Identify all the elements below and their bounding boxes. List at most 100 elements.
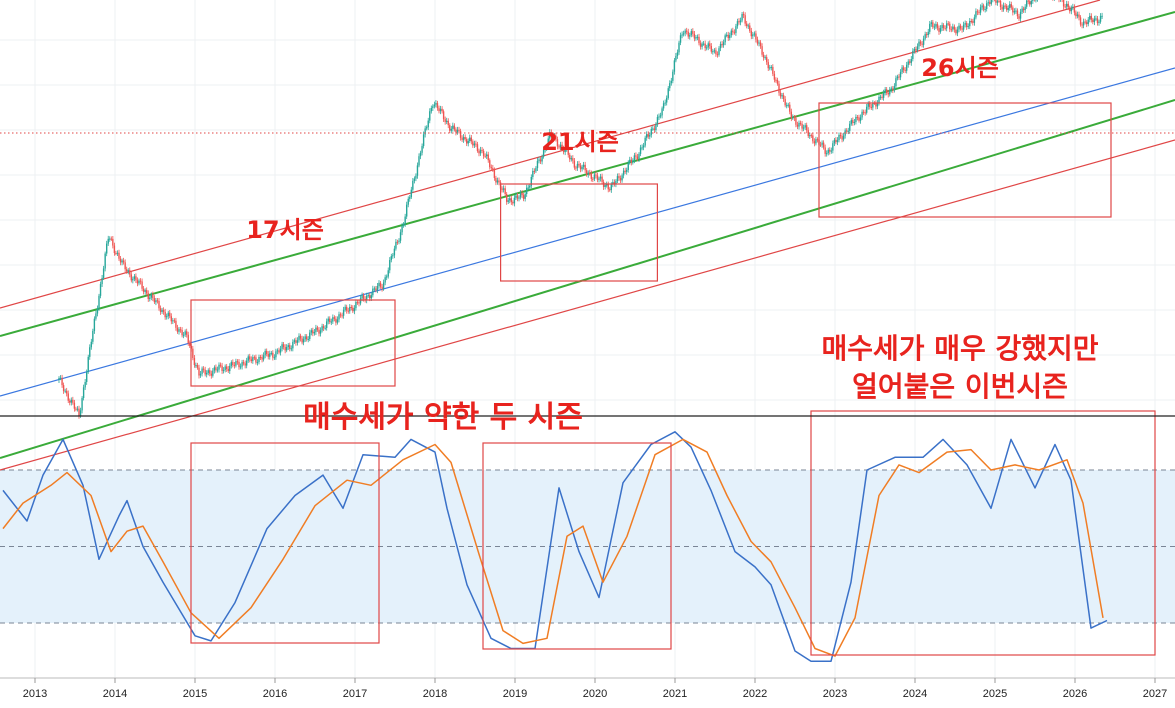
candle-body bbox=[324, 327, 326, 329]
candle-body bbox=[819, 144, 822, 146]
candle-body bbox=[673, 60, 676, 72]
candle-body bbox=[810, 135, 813, 137]
candle-body bbox=[285, 347, 288, 351]
candle-body bbox=[704, 43, 706, 49]
candle-body bbox=[936, 24, 939, 29]
candle-body bbox=[727, 34, 729, 39]
candle-body bbox=[304, 336, 306, 340]
candle-body bbox=[693, 33, 696, 39]
candle-body bbox=[221, 365, 223, 371]
stochastic-oscillator bbox=[2, 431, 1108, 663]
candle-body bbox=[535, 168, 537, 172]
x-tick-label: 2023 bbox=[823, 688, 847, 700]
candle-body bbox=[952, 26, 954, 30]
candle-body bbox=[153, 298, 156, 303]
candle-body bbox=[327, 318, 329, 322]
candle-body bbox=[185, 331, 188, 335]
candle-body bbox=[558, 146, 560, 148]
strong-season-label-1: 매수세가 매우 강했지만 bbox=[821, 332, 1098, 365]
candle-body bbox=[896, 76, 899, 79]
candle-body bbox=[69, 400, 71, 403]
candle-body bbox=[281, 344, 283, 349]
candle-body bbox=[232, 362, 234, 365]
candle-body bbox=[827, 149, 829, 154]
x-tick-label: 2014 bbox=[103, 688, 127, 700]
highlight-boxes bbox=[190, 102, 1156, 656]
candle-body bbox=[598, 178, 600, 180]
candle-body bbox=[313, 331, 316, 334]
candle-body bbox=[625, 169, 628, 172]
candle-body bbox=[156, 300, 159, 302]
candle-body bbox=[1090, 15, 1093, 20]
channel-inner-upper bbox=[0, 11, 1175, 337]
candle-body bbox=[352, 307, 354, 312]
candle-body bbox=[505, 194, 508, 202]
stoch-season-box bbox=[190, 442, 380, 644]
candle-body bbox=[1002, 5, 1005, 10]
candle-body bbox=[307, 339, 309, 341]
candle-body bbox=[775, 79, 777, 81]
candle-body bbox=[989, 2, 991, 4]
candle-body bbox=[575, 167, 577, 169]
candle-body bbox=[312, 330, 314, 334]
candle-body bbox=[787, 104, 789, 106]
candle-body bbox=[684, 30, 686, 34]
candle-body bbox=[102, 268, 105, 278]
candle-body bbox=[933, 26, 936, 28]
candle-body bbox=[264, 350, 266, 356]
candle-body bbox=[1087, 19, 1089, 25]
candle-body bbox=[59, 377, 62, 379]
candle-body bbox=[679, 35, 682, 43]
candle-body bbox=[667, 88, 669, 98]
candle-body bbox=[296, 340, 299, 343]
price-channel bbox=[0, 0, 1175, 471]
candle-body bbox=[381, 286, 383, 289]
candle-body bbox=[1024, 6, 1026, 11]
candle-body bbox=[113, 245, 116, 254]
candle-body bbox=[678, 42, 680, 53]
candle-body bbox=[202, 368, 205, 370]
candle-body bbox=[175, 320, 177, 328]
candle-body bbox=[730, 30, 733, 36]
candle-body bbox=[441, 108, 443, 112]
candle-body bbox=[699, 43, 702, 47]
candle-body bbox=[279, 348, 282, 353]
candle-body bbox=[639, 147, 642, 154]
candle-body bbox=[73, 402, 76, 409]
candle-body bbox=[205, 372, 208, 375]
candle-body bbox=[1081, 24, 1083, 26]
candle-body bbox=[695, 37, 697, 39]
candle-body bbox=[752, 34, 754, 37]
candle-body bbox=[369, 295, 371, 299]
candle-body bbox=[553, 135, 556, 138]
x-tick-label: 2015 bbox=[183, 688, 207, 700]
candle-body bbox=[385, 276, 388, 278]
candle-body bbox=[815, 139, 817, 144]
candle-body bbox=[798, 122, 800, 127]
candle-body bbox=[941, 25, 943, 29]
candle-body bbox=[150, 294, 153, 298]
candle-body bbox=[572, 158, 574, 161]
candle-body bbox=[85, 372, 88, 382]
candle-body bbox=[173, 320, 176, 322]
candle-body bbox=[136, 280, 139, 284]
candle-body bbox=[201, 368, 203, 374]
candle-body bbox=[399, 232, 402, 241]
candle-body bbox=[476, 144, 479, 151]
candle-body bbox=[804, 125, 806, 128]
candle-body bbox=[544, 148, 546, 150]
candle-body bbox=[507, 200, 509, 202]
candle-body bbox=[939, 28, 942, 32]
candle-body bbox=[1025, 0, 1028, 7]
candle-body bbox=[605, 184, 608, 186]
candle-body bbox=[682, 33, 685, 35]
candle-body bbox=[813, 141, 816, 144]
candle-body bbox=[922, 38, 925, 45]
candle-body bbox=[233, 364, 236, 366]
candle-body bbox=[779, 92, 782, 97]
candle-body bbox=[722, 42, 725, 46]
candle-body bbox=[229, 365, 231, 372]
candle-body bbox=[155, 300, 157, 303]
candle-body bbox=[336, 319, 339, 323]
candle-body bbox=[916, 46, 919, 51]
